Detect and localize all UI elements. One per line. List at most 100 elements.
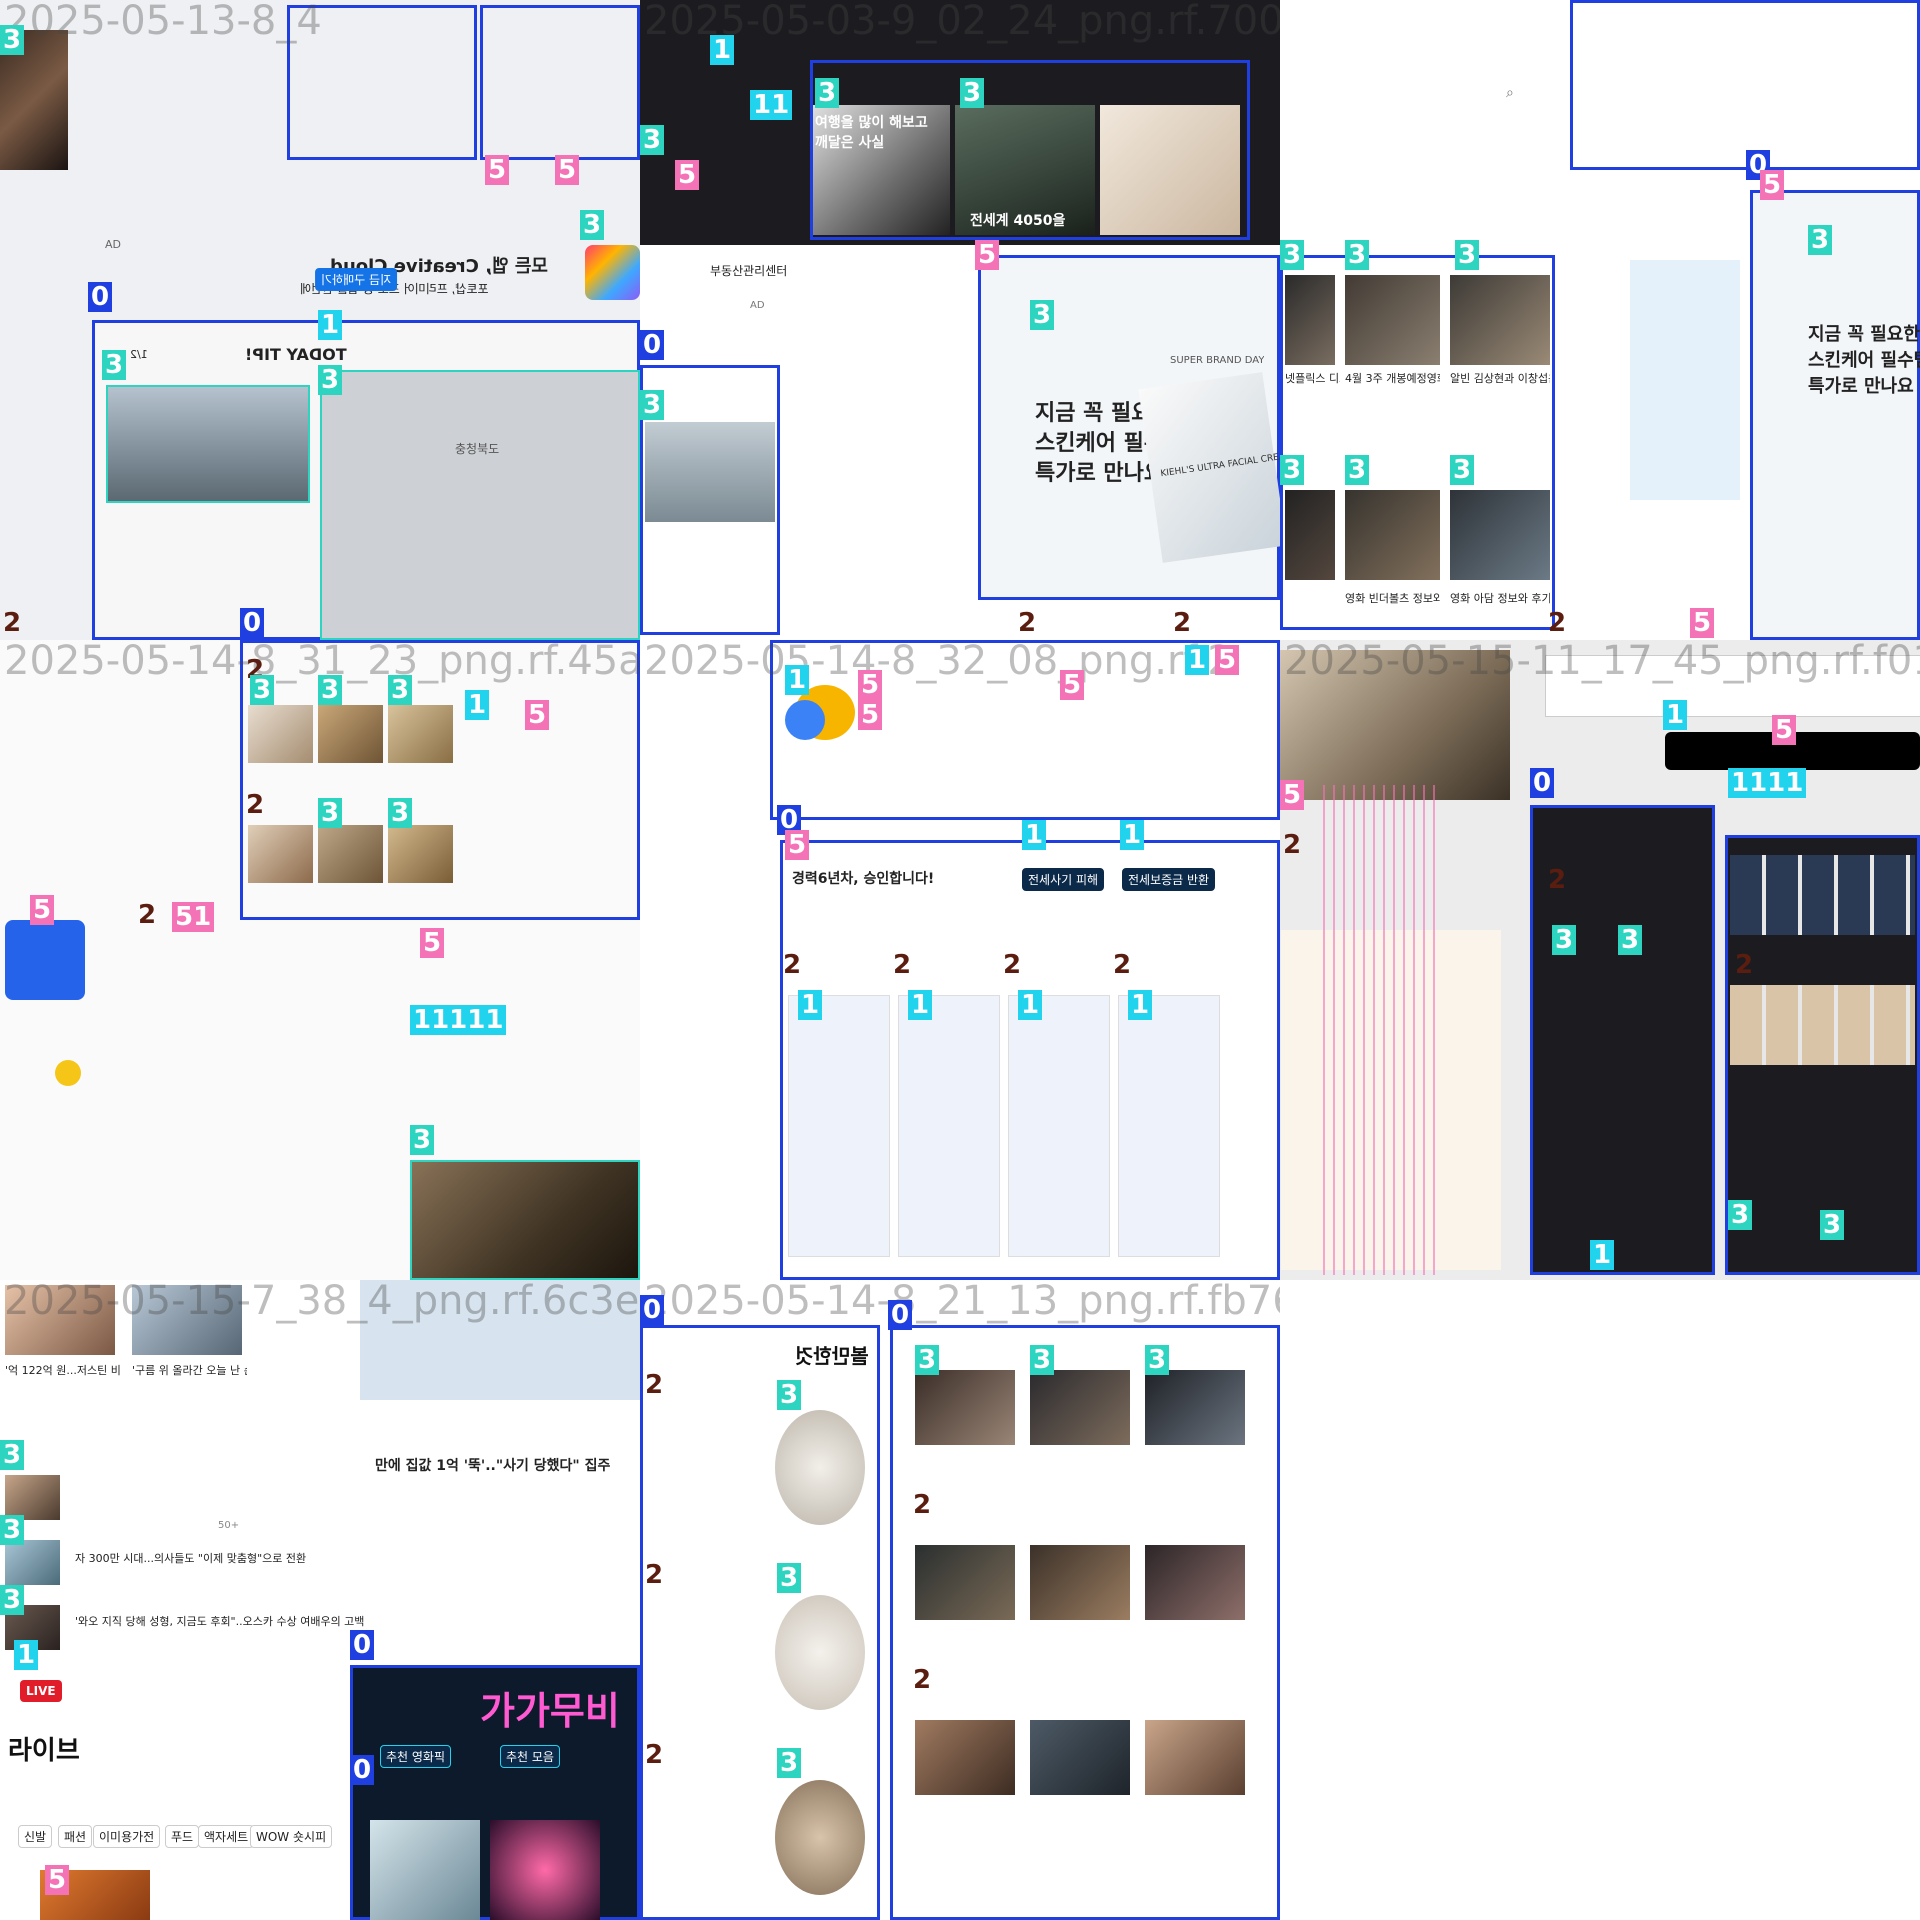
label-5: 5 — [485, 155, 510, 185]
label-1: 1 — [1185, 645, 1210, 675]
review-thumb-9 — [1145, 1720, 1245, 1795]
category-fashion[interactable]: 패션 — [58, 1825, 93, 1848]
label-3: 3 — [1030, 300, 1055, 330]
pink-stripes — [1315, 785, 1435, 1275]
lease-b-button[interactable]: 전세보증금 반환 — [1122, 868, 1216, 891]
lease-a-button[interactable]: 전세사기 피해 — [1022, 868, 1105, 891]
label-5: 5 — [1060, 670, 1085, 700]
review-thumb-1 — [915, 1370, 1015, 1445]
ad-label: AD — [750, 300, 765, 311]
category-food[interactable]: 푸드 — [165, 1825, 200, 1848]
tile-1: 2025-05-13-8_4 모든 앱, Creative Cloud 포토샵,… — [0, 0, 640, 640]
tile-8: 2025-05-14-8_21_13_png.rf.fb76f94502bfd … — [640, 1280, 1280, 1920]
label-3: 3 — [777, 1380, 802, 1410]
label-5: 5 — [1280, 780, 1305, 810]
pets-list — [640, 1325, 880, 1920]
tile-6: 2025-05-15-11_17_45_png.rf.f01674 0 1111… — [1280, 640, 1920, 1280]
label-2: 2 — [913, 1490, 932, 1520]
job-card-4[interactable] — [1118, 995, 1220, 1257]
news-c[interactable]: '와오 지직 당해 성형, 지금도 후회"..오스카 수상 여배우의 고백 — [75, 1615, 365, 1628]
search-icon[interactable]: ⌕ — [1506, 85, 1514, 101]
recommend-collect-tab[interactable]: 추천 모음 — [500, 1745, 560, 1768]
label-3: 3 — [0, 1585, 25, 1615]
brand-line: SUPER BRAND DAY — [1170, 355, 1265, 366]
label-3: 3 — [1728, 1200, 1753, 1230]
label-3: 3 — [1820, 1210, 1845, 1240]
apparel-thumbs — [1730, 985, 1915, 1065]
map-thumb — [360, 1280, 640, 1400]
cat-photo-2 — [775, 1595, 865, 1710]
label-2: 2 — [3, 608, 22, 638]
actress-thumb — [955, 105, 1095, 235]
label-3: 3 — [1345, 455, 1370, 485]
label-5: 5 — [785, 830, 810, 860]
movie-caption-4: 영화 빈더볼츠 정보와 후기, 출연진 — [1345, 592, 1440, 605]
label-1: 1111 — [1728, 768, 1807, 798]
label-0: 0 — [350, 1630, 375, 1660]
label-2: 2 — [783, 950, 802, 980]
label-3: 3 — [0, 1440, 25, 1470]
map-region-label: 충청북도 — [455, 442, 500, 456]
label-3: 3 — [640, 125, 665, 155]
adobe-cta-button[interactable]: 지금 구매하기 — [315, 268, 398, 291]
label-3: 3 — [640, 390, 665, 420]
news-b[interactable]: 자 300만 시대...의사들도 "이제 맞춤형"으로 전환 — [75, 1552, 307, 1565]
review-thumb-6 — [1145, 1545, 1245, 1620]
label-3: 3 — [1280, 455, 1305, 485]
tile-filename: 2025-05-14-8_21_13_png.rf.fb76f94502bfd — [644, 1280, 1280, 1324]
tile-4: 2025-05-14-8_31_23_png.rf.45a6 2 3 3 3 1… — [0, 640, 640, 1280]
couple-thumb — [132, 1285, 242, 1355]
category-shoes[interactable]: 신발 — [18, 1825, 53, 1848]
label-3: 3 — [777, 1563, 802, 1593]
label-3: 3 — [388, 798, 413, 828]
side-card — [5, 920, 85, 1000]
region-map — [320, 370, 640, 640]
news-headline[interactable]: 만에 집값 1억 '뚝'.."사기 당했다" 집주 — [375, 1458, 611, 1474]
travel-thumb — [810, 105, 950, 235]
job-card-3[interactable] — [1008, 995, 1110, 1257]
pet-thumb-4 — [248, 825, 313, 883]
promo-line-b: 스킨케어 필수템 — [1808, 350, 1920, 371]
label-2: 2 — [1548, 608, 1567, 638]
apartments-photo — [645, 422, 775, 522]
pet-grid — [240, 640, 640, 920]
person-thumb — [5, 1475, 60, 1520]
label-3: 3 — [960, 78, 985, 108]
label-2: 2 — [645, 1560, 664, 1590]
news-e[interactable]: '구름 위 올라간 오늘 난 손오공'...탈당하고 비례 2번 — [132, 1364, 247, 1377]
notice-title: 경력6년차, 승인합니다! — [792, 871, 935, 887]
label-0: 0 — [888, 1300, 913, 1330]
label-5: 5 — [525, 700, 550, 730]
movie-grid — [1280, 255, 1555, 630]
realestate-center: 부동산관리센터 — [710, 264, 788, 278]
job-card-2[interactable] — [898, 995, 1000, 1257]
label-3: 3 — [1808, 225, 1833, 255]
map-box — [320, 370, 640, 640]
label-2: 2 — [1113, 950, 1132, 980]
live-title: 라이브 — [8, 1736, 80, 1766]
tile-5: 2025-05-14-8_32_08_png.rf.2 경력6년차, 승인합니다… — [640, 640, 1280, 1280]
pet-thumb-1 — [248, 705, 313, 763]
label-5: 51 — [172, 902, 215, 932]
label-1: 1 — [14, 1640, 39, 1670]
label-3: 3 — [1280, 240, 1305, 270]
label-5: 5 — [858, 700, 883, 730]
news-d[interactable]: '억 122억 원...저스틴 비버, 파산설 — [5, 1364, 120, 1377]
category-wow[interactable]: WOW 숏시피 — [250, 1825, 333, 1848]
hospital-thumb — [370, 1820, 480, 1920]
label-1: 1 — [908, 990, 933, 1020]
job-card-1[interactable] — [788, 995, 890, 1257]
promo-line-c: 특가로 만나요 — [1035, 461, 1165, 486]
category-frames[interactable]: 액자세트 — [198, 1825, 255, 1848]
movie-thumb-3 — [1450, 275, 1550, 365]
recommend-movie-tab[interactable]: 추천 영화픽 — [380, 1745, 452, 1768]
label-0: 0 — [240, 608, 265, 638]
label-5: 5 — [1760, 170, 1785, 200]
speech-bubble-icon-2 — [785, 700, 825, 740]
medical-thumb — [5, 1540, 60, 1585]
light-blue-panel — [1630, 260, 1740, 500]
label-2: 2 — [645, 1370, 664, 1400]
video-card — [810, 60, 1250, 240]
category-beauty[interactable]: 이미용가전 — [93, 1825, 161, 1848]
label-0: 0 — [88, 282, 113, 312]
